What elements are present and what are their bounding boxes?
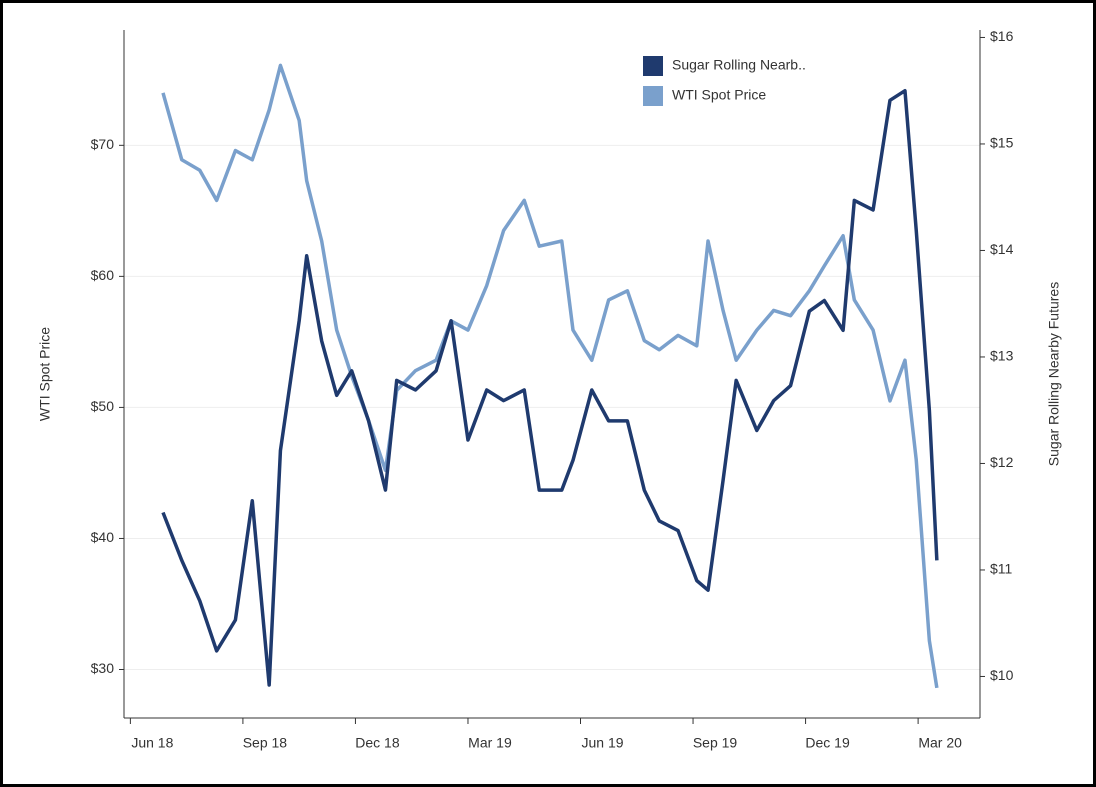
- y-tick-label: $60: [91, 267, 115, 283]
- legend-swatch: [643, 56, 663, 76]
- series-line: [161, 88, 939, 687]
- y2-tick-label: $10: [990, 667, 1014, 683]
- legend-label: WTI Spot Price: [672, 87, 766, 103]
- x-tick-label: Jun 18: [131, 735, 173, 751]
- y2-tick-label: $15: [990, 135, 1014, 151]
- y2-tick-label: $11: [990, 561, 1013, 577]
- y-tick-label: $50: [91, 398, 115, 414]
- x-tick-label: Sep 19: [693, 735, 738, 751]
- x-tick-label: Jun 19: [581, 735, 623, 751]
- y-tick-label: $30: [91, 660, 115, 676]
- y2-tick-label: $16: [990, 28, 1014, 44]
- legend-label: Sugar Rolling Nearb..: [672, 57, 806, 73]
- y2-tick-label: $12: [990, 454, 1014, 470]
- y-tick-label: $40: [91, 529, 115, 545]
- y2-tick-label: $13: [990, 348, 1014, 364]
- legend-swatch: [643, 86, 663, 106]
- y-axis-title: WTI Spot Price: [37, 327, 53, 421]
- x-tick-label: Mar 20: [918, 735, 962, 751]
- series-line: [161, 63, 939, 689]
- x-tick-label: Mar 19: [468, 735, 512, 751]
- y-tick-label: $70: [91, 136, 115, 152]
- x-tick-label: Dec 18: [355, 735, 400, 751]
- x-tick-label: Sep 18: [243, 735, 288, 751]
- x-tick-label: Dec 19: [805, 735, 850, 751]
- y2-axis-title: Sugar Rolling Nearby Futures: [1046, 282, 1062, 466]
- y2-tick-label: $14: [990, 241, 1014, 257]
